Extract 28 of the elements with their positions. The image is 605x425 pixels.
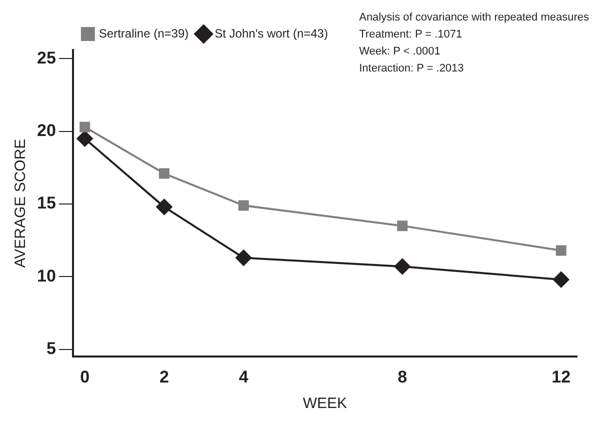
point: [238, 200, 249, 211]
point: [80, 122, 90, 132]
point: [158, 168, 170, 179]
x-axis-title: WEEK: [302, 395, 348, 412]
y-tick-label: 5: [46, 339, 56, 358]
point: [556, 245, 566, 256]
x-tick-label: 12: [552, 367, 571, 386]
text: Treatment: P = .1071: [359, 28, 462, 41]
point: [76, 130, 93, 147]
annotation: Interaction: P = .2013: [359, 62, 464, 75]
x-tick-label: 8: [398, 367, 408, 386]
x-tick-label: 4: [238, 367, 249, 386]
point: [236, 250, 252, 266]
y-tick-label: 25: [36, 48, 56, 68]
point: [394, 258, 410, 275]
legend-label: St John's wort (n=43): [214, 26, 328, 40]
point: [397, 220, 408, 232]
point: [156, 198, 172, 215]
y-tick-label: 15: [36, 194, 56, 213]
legend-label: Sertraline (n=39): [98, 26, 189, 40]
point: [553, 272, 570, 288]
y-axis-title: AVERAGE SCORE: [12, 138, 30, 268]
text: Analysis of covariance with repeated measures: [359, 12, 590, 24]
annotation: Week: P < .0001: [359, 46, 440, 58]
y-tick-label: 20: [36, 121, 56, 140]
x-tick-label: 0: [80, 367, 90, 386]
x-tick-label: 2: [159, 367, 169, 386]
y-tick-label: 10: [36, 266, 56, 286]
